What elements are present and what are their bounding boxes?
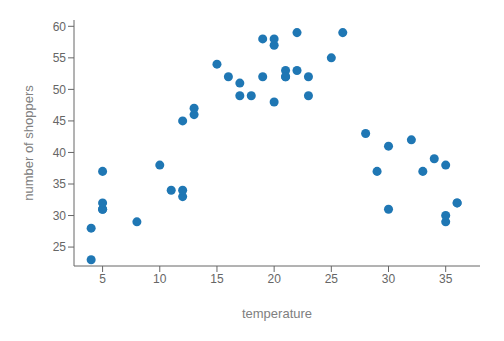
svg-text:temperature: temperature (242, 306, 312, 321)
svg-text:35: 35 (439, 272, 453, 286)
svg-text:35: 35 (53, 177, 67, 191)
svg-text:45: 45 (53, 114, 67, 128)
svg-text:25: 25 (325, 272, 339, 286)
svg-text:30: 30 (382, 272, 396, 286)
svg-text:25: 25 (53, 240, 67, 254)
svg-text:60: 60 (53, 20, 67, 34)
svg-text:15: 15 (210, 272, 224, 286)
svg-text:number of shoppers: number of shoppers (21, 85, 36, 201)
svg-text:40: 40 (53, 146, 67, 160)
svg-text:55: 55 (53, 51, 67, 65)
svg-text:5: 5 (99, 272, 106, 286)
svg-text:30: 30 (53, 209, 67, 223)
svg-text:50: 50 (53, 83, 67, 97)
svg-text:20: 20 (267, 272, 281, 286)
svg-text:10: 10 (153, 272, 167, 286)
